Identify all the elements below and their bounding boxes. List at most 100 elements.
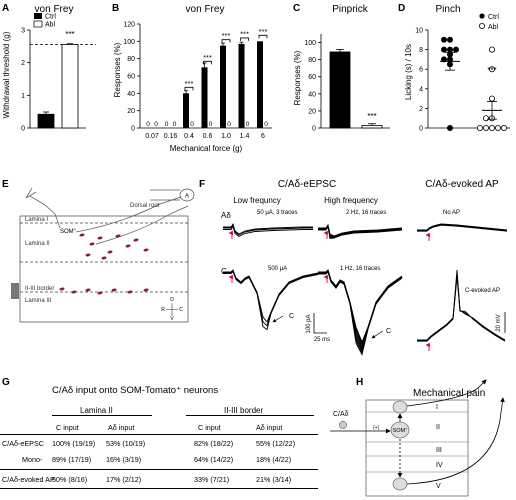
panel-g-cell: 21% (3/14) <box>256 475 292 484</box>
panel-b-sig-bracket <box>240 37 249 41</box>
panel-b-bar-ctrl <box>220 45 226 128</box>
panel-c-ylabel: Responses (%) <box>293 50 302 105</box>
som-tomato-cell <box>115 234 121 238</box>
panel-b-ytick-label: 100 <box>123 39 135 46</box>
panel-c-ytick-label: 40 <box>308 91 316 98</box>
panel-c-ytick-label: 80 <box>308 57 316 64</box>
panel-f-ad-high-label: 2 Hz, 16 traces <box>346 210 386 216</box>
panel-d-point-abl <box>488 46 495 53</box>
panel-d-ytick-label: 0 <box>419 126 423 133</box>
trace-c-ap <box>417 273 506 342</box>
border-label: II-III border <box>25 286 54 292</box>
panel-d-point-ctrl <box>440 46 447 53</box>
lamina-i-label: Lamina I <box>25 217 48 223</box>
panel-f-c-arrow-high <box>371 330 384 339</box>
panel-g-subhead-2: Aδ input <box>108 423 135 432</box>
panel-a: von Frey Withdrawal threshold (g) 0 1 2 3 C… <box>2 4 96 133</box>
panel-f-title-epsc: C/Aδ-eEPSC <box>278 179 336 190</box>
suction-pipette <box>150 189 180 201</box>
panel-g-cell: 16% (3/19) <box>106 455 142 464</box>
panel-b-significance: *** <box>222 31 231 40</box>
panel-d-ytick-label: 2 <box>419 106 423 113</box>
lamina-label-i: I <box>436 404 438 411</box>
panel-f-title-ap: C/Aδ-evoked AP <box>425 179 499 190</box>
panel-f-row-c: C <box>221 267 227 276</box>
panel-g-cell: 33% (7/21) <box>194 475 230 484</box>
panel-letter-b: B <box>112 3 119 14</box>
panel-a-bar <box>61 43 79 129</box>
excitatory-sign: (+) <box>373 425 380 431</box>
panel-b-title: von Frey <box>186 4 225 15</box>
trace-c-ap <box>417 277 506 342</box>
panel-b-sig-bracket <box>258 34 268 39</box>
panel-g-cell: 53% (10/19) <box>106 439 146 448</box>
panel-b-sig-bracket <box>221 39 231 43</box>
lamina-label-ii: II <box>436 424 440 431</box>
panel-c-ytick-label: 60 <box>308 74 316 81</box>
panel-b-ytick-label: 60 <box>127 74 135 81</box>
panel-g-cell: 89% (17/19) <box>52 455 92 464</box>
dorsal-root-lower <box>95 205 189 245</box>
panel-f-low-freq: Low frequncy <box>233 196 281 205</box>
panel-c: Pinprick Responses (%) 0 20 40 60 80 100 *** <box>293 4 390 133</box>
slice-outline <box>19 215 189 323</box>
panel-b-sig-bracket <box>203 60 212 65</box>
panel-g-group-rule-1 <box>52 415 152 416</box>
panel-b-ytick-label: 20 <box>127 108 135 115</box>
compass-cross <box>166 303 178 316</box>
panel-d-point-ctrl <box>446 36 453 43</box>
lamina-label-v: V <box>436 483 441 490</box>
panel-b-ytick-label: 40 <box>127 91 135 98</box>
panel-e-schematic: Lamina I Lamina II II-III border Lamina … <box>11 187 195 323</box>
dorsal-horn-box <box>365 399 469 497</box>
lamina-v-neuron <box>392 477 408 491</box>
panel-b-xtick-label: 6 <box>261 133 265 140</box>
panel-c-bar <box>329 51 351 129</box>
panel-b-zero-abl: 0 <box>190 121 194 128</box>
panel-b-zero-abl: 0 <box>173 121 177 128</box>
som-tomato-cell <box>143 288 149 292</box>
panel-c-significance: *** <box>367 112 376 121</box>
panel-a-ytick-label: 1 <box>21 93 25 100</box>
lamina-label-iv: IV <box>436 462 443 469</box>
panel-f-c-high-label: 1 Hz, 16 traces <box>340 266 380 272</box>
panel-c-bar <box>361 125 383 129</box>
panel-b-xlabel: Mechanical force (g) <box>170 144 243 153</box>
panel-b-zero-abl: 0 <box>264 121 268 128</box>
compass-v: V <box>170 316 174 322</box>
panel-g-cell: 18% (4/22) <box>256 455 292 464</box>
panel-b-ytick-label: 0 <box>131 126 135 133</box>
panel-c-title: Pinprick <box>332 4 369 15</box>
panel-d-point-ctrl <box>452 46 459 53</box>
panel-b-significance: *** <box>240 29 249 38</box>
lamina-iii-label: Lamina III <box>25 298 52 304</box>
c-ad-input-label: C/Aδ <box>333 411 349 418</box>
panel-b-xtick-label: 0.4 <box>184 133 194 140</box>
panel-a-ylabel: Withdrawal threshold (g) <box>2 31 11 118</box>
panel-h-circuit: Mechanical pain I II III IV V SOM+ C/Aδ … <box>330 379 505 497</box>
som-tomato-cell <box>111 288 117 292</box>
panel-g-cell: 100% (19/19) <box>52 439 96 448</box>
panel-g-group-lamina-ii: Lamina II <box>80 406 113 415</box>
trace-c-low <box>223 270 319 331</box>
panel-d-point-abl <box>476 125 483 132</box>
panel-a-ytick-label: 2 <box>21 60 25 67</box>
panel-d-point-ctrl <box>446 125 453 132</box>
lamina-i-output-arrow <box>406 379 487 407</box>
som-tomato-cell <box>85 253 91 257</box>
panel-d-significance: *** <box>487 66 496 75</box>
panel-c-ytick-label: 0 <box>312 126 316 133</box>
panel-b: von Frey Responses (%) 0204060801001200.… <box>113 4 272 153</box>
panel-b-xtick-label: 1.0 <box>221 133 231 140</box>
panel-f-c-arrow-label-high: C <box>386 328 391 335</box>
som-neuron-label: SOM+ <box>393 426 409 434</box>
panel-f-traces: C/Aδ-eEPSC C/Aδ-evoked AP Low frequncy H… <box>221 179 508 356</box>
panel-f-ad-ap-label: No AP <box>443 210 460 216</box>
panel-d-ytick-label: 10 <box>415 28 423 35</box>
panel-a-legend-abl-swatch <box>33 20 43 28</box>
panel-g-subhead-4: Aδ input <box>256 423 283 432</box>
trace-ad-high <box>318 225 403 239</box>
panel-b-bar-ctrl <box>238 43 245 128</box>
panel-d-point-abl <box>482 115 489 122</box>
